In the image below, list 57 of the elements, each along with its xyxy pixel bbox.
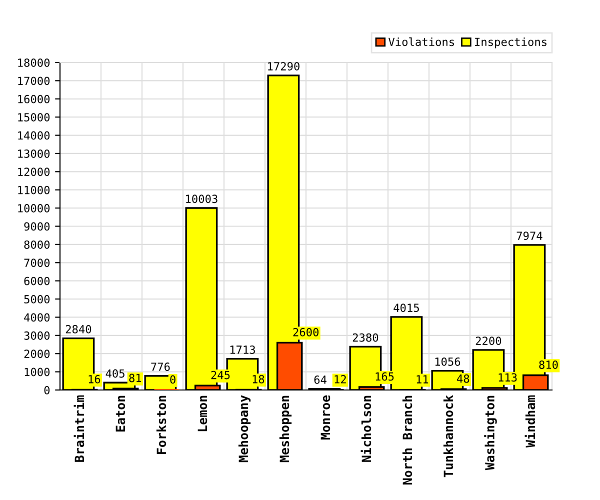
x-tick-label: Washington — [484, 396, 497, 470]
x-tick-label: Meshoppen — [279, 396, 292, 462]
y-tick-label: 13000 — [18, 149, 50, 158]
y-tick-label: 6000 — [24, 276, 50, 286]
y-tick-label: 2000 — [24, 350, 50, 358]
x-tick-label: Tunkhannock — [443, 395, 454, 478]
y-tick-label: 12000 — [18, 168, 50, 176]
data-label: 11 — [416, 375, 428, 384]
y-tick-label: 3000 — [24, 331, 50, 340]
legend-label: Violations — [388, 37, 454, 46]
x-tick-label: Braintrim — [74, 395, 84, 462]
y-tick-label: 7000 — [24, 258, 50, 268]
data-label: 165 — [376, 372, 394, 381]
x-tick-label: Eaton — [116, 396, 126, 432]
y-tick-label: 10000 — [18, 204, 50, 212]
x-tick-label: Forkston — [156, 396, 166, 454]
y-tick-label: 0 — [44, 386, 50, 394]
data-label: 12 — [334, 375, 346, 384]
data-label: 2840 — [66, 324, 92, 334]
data-label: 1056 — [435, 357, 460, 366]
data-label: 18 — [252, 374, 264, 384]
x-tick-label: Windham — [524, 395, 536, 448]
x-tick-label: North Branch — [402, 396, 412, 484]
data-label: 2200 — [476, 336, 502, 346]
legend-label: Inspections — [475, 37, 546, 48]
data-label: 405 — [106, 369, 124, 378]
data-label: 0 — [170, 375, 176, 384]
y-tick-label: 5000 — [24, 295, 50, 304]
data-label: 17290 — [268, 62, 300, 70]
y-tick-label: 15000 — [18, 113, 50, 122]
data-label: 2600 — [293, 328, 319, 336]
y-tick-label: 9000 — [24, 222, 50, 231]
y-tick-label: 18000 — [18, 58, 50, 67]
data-label: 64 — [314, 376, 326, 384]
y-tick-label: 14000 — [18, 131, 50, 140]
x-tick-label: Nicholson — [360, 396, 372, 462]
data-label: 7974 — [516, 232, 542, 240]
x-tick-label: Lemon — [198, 396, 208, 432]
data-label: 16 — [88, 374, 100, 384]
data-label: 4015 — [394, 304, 419, 312]
y-tick-label: 16000 — [18, 94, 50, 104]
data-label: 1713 — [230, 346, 255, 354]
y-tick-label: 1000 — [24, 368, 50, 376]
data-label: 81 — [129, 374, 142, 382]
y-tick-label: 11000 — [18, 186, 50, 194]
data-label: 810 — [539, 360, 558, 369]
y-tick-label: 8000 — [24, 240, 50, 249]
data-label: 10003 — [186, 194, 218, 204]
data-label: 48 — [457, 374, 470, 383]
data-label: 113 — [498, 373, 517, 382]
data-label: 245 — [211, 370, 230, 380]
x-tick-label: Monroe — [320, 395, 330, 440]
y-tick-label: 4000 — [24, 313, 50, 322]
x-tick-label: Mehoopany — [238, 395, 251, 462]
data-label: 776 — [151, 362, 170, 371]
data-label: 2380 — [352, 333, 378, 342]
y-tick-label: 17000 — [18, 76, 50, 86]
